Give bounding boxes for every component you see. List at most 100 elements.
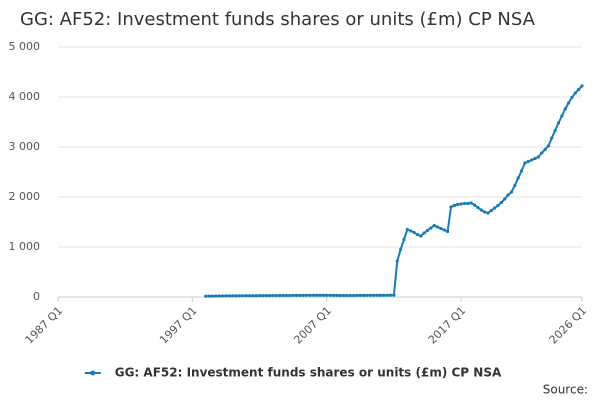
data-point — [335, 293, 339, 297]
data-point — [274, 293, 278, 298]
data-point — [553, 128, 557, 133]
data-point — [482, 210, 487, 214]
data-point — [385, 293, 389, 297]
data-point — [382, 293, 386, 297]
data-point — [251, 294, 255, 298]
data-point — [378, 293, 383, 297]
data-point — [580, 84, 584, 88]
data-point — [224, 294, 228, 298]
data-point — [348, 293, 352, 298]
data-point — [294, 293, 299, 297]
data-point — [446, 229, 450, 234]
data-point — [375, 293, 379, 297]
data-point — [207, 294, 211, 298]
data-point — [247, 294, 252, 298]
data-point — [449, 205, 453, 209]
series-line — [205, 85, 583, 298]
data-point — [331, 293, 336, 297]
data-point — [288, 293, 292, 298]
x-tick-label: 1997 Q1 — [157, 304, 200, 347]
data-point — [388, 293, 393, 297]
data-point — [486, 211, 490, 215]
data-point — [429, 226, 433, 230]
data-point — [325, 293, 329, 297]
data-point — [503, 197, 507, 201]
data-point — [489, 208, 493, 213]
data-point — [560, 114, 564, 118]
x-tick-label: 2007 Q1 — [291, 304, 334, 347]
data-point — [304, 293, 309, 297]
data-point — [399, 247, 403, 252]
data-point — [523, 161, 527, 165]
x-tick-label: 2017 Q1 — [426, 304, 469, 347]
data-point — [409, 229, 413, 233]
y-tick-label: 1 000 — [9, 240, 41, 253]
data-point — [493, 206, 497, 210]
source: Source: — [543, 383, 588, 397]
data-point — [291, 293, 295, 297]
data-point — [358, 293, 362, 297]
data-point — [556, 121, 561, 125]
data-point — [264, 294, 268, 298]
y-tick-label: 3 000 — [9, 140, 41, 153]
legend-label: GG: AF52: Investment funds shares or uni… — [115, 366, 502, 380]
data-point — [308, 293, 312, 297]
data-point — [476, 205, 480, 210]
data-point — [479, 208, 483, 212]
data-point — [227, 294, 231, 298]
y-tick-label: 4 000 — [9, 90, 41, 103]
data-point — [533, 156, 537, 161]
data-point — [301, 293, 305, 297]
data-point — [368, 293, 372, 297]
data-point — [345, 293, 349, 298]
data-point — [509, 190, 514, 194]
data-point — [341, 293, 346, 298]
data-point — [536, 155, 540, 159]
x-tick-label: 1987 Q1 — [23, 304, 66, 347]
data-point — [241, 294, 245, 298]
data-point — [234, 294, 238, 298]
data-point — [284, 293, 289, 298]
data-point — [550, 136, 554, 140]
data-point — [402, 237, 406, 242]
data-point — [442, 228, 446, 232]
data-point — [466, 201, 470, 206]
data-point — [526, 159, 530, 164]
data-point — [311, 293, 315, 297]
data-point — [519, 169, 524, 173]
data-point — [338, 293, 342, 298]
data-point — [513, 183, 517, 188]
data-point — [516, 176, 520, 180]
data-point — [540, 151, 544, 155]
data-point — [577, 87, 581, 92]
data-point — [231, 294, 235, 298]
data-point — [328, 293, 332, 297]
data-point — [419, 234, 423, 238]
data-point — [278, 293, 282, 298]
data-point — [298, 293, 302, 297]
data-point — [469, 201, 473, 205]
data-point — [573, 91, 577, 95]
data-point — [496, 203, 500, 208]
data-point — [472, 203, 477, 207]
data-point — [214, 294, 218, 298]
chart-title: GG: AF52: Investment funds shares or uni… — [20, 9, 536, 30]
y-tick-label: 2 000 — [9, 190, 41, 203]
x-tick-label: 2026 Q1 — [547, 304, 590, 347]
data-point — [261, 294, 265, 298]
data-point — [499, 200, 503, 205]
data-point — [372, 293, 376, 297]
y-tick-label: 0 — [33, 290, 40, 303]
data-point — [365, 293, 369, 297]
data-point — [355, 293, 359, 297]
data-point — [456, 202, 460, 207]
data-point — [462, 201, 467, 206]
data-point — [268, 294, 272, 298]
data-point — [220, 294, 225, 298]
data-point — [422, 231, 426, 235]
data-point — [244, 294, 248, 298]
data-point — [351, 293, 356, 298]
data-point — [425, 228, 430, 233]
data-point — [405, 227, 409, 232]
